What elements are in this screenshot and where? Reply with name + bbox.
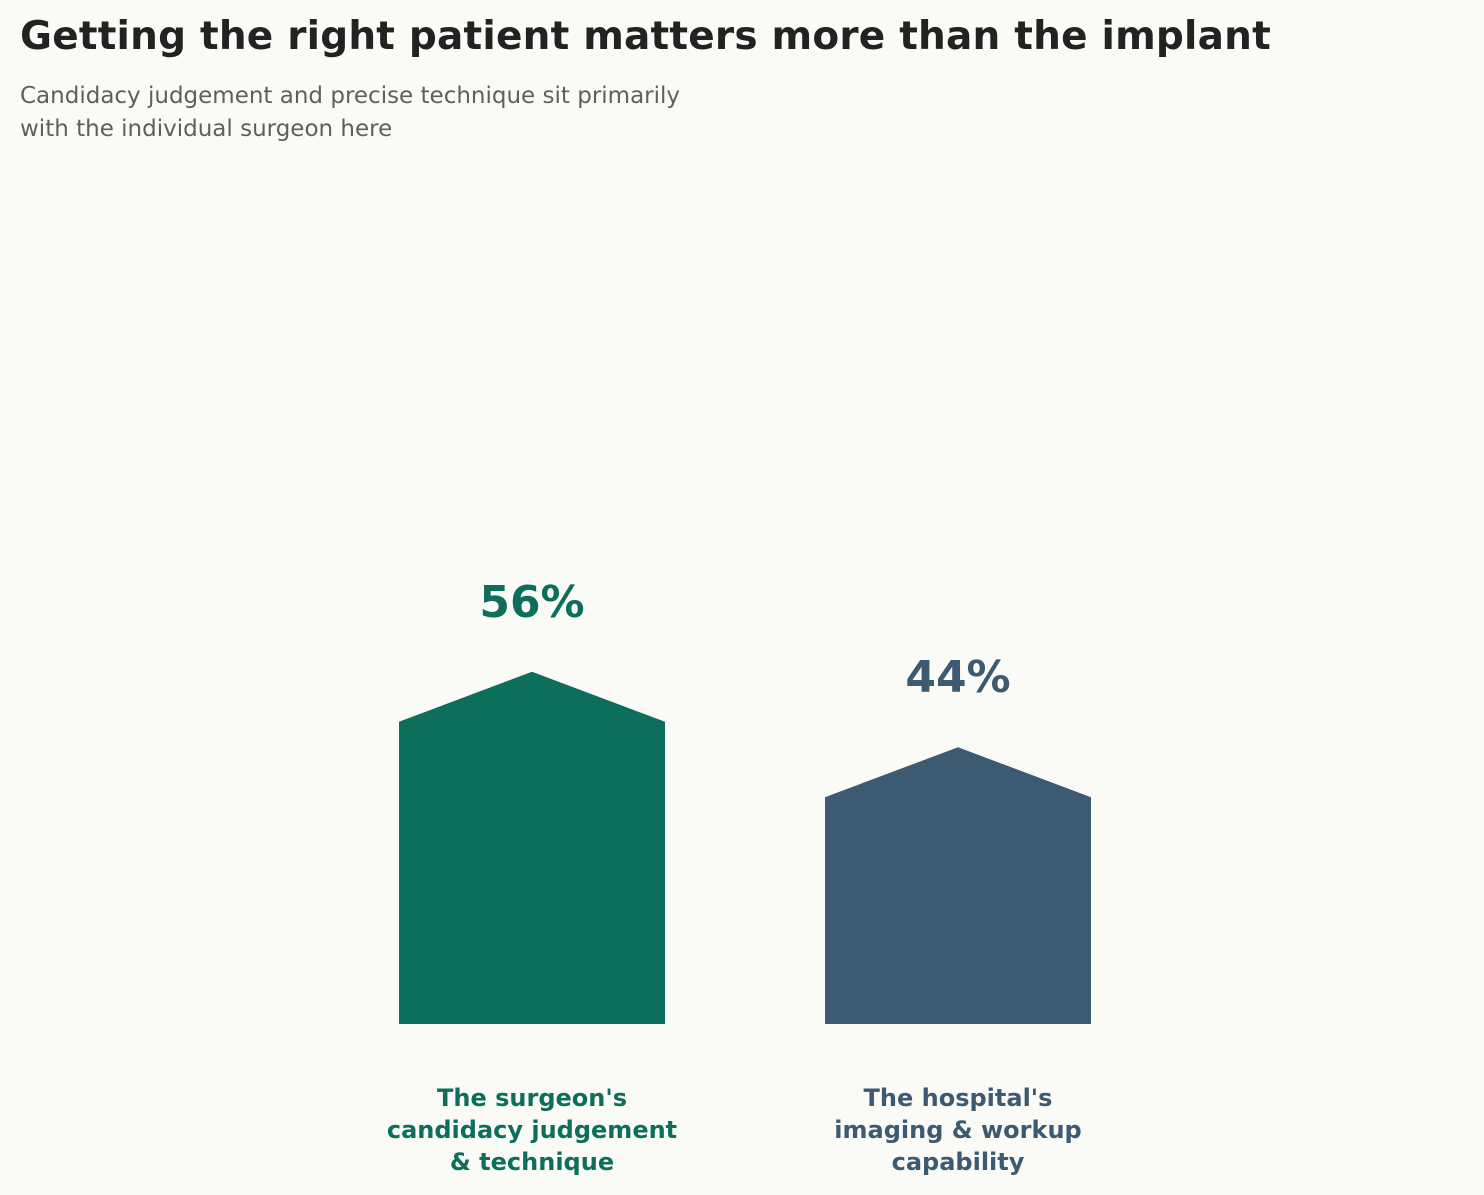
value-label-1: 56% bbox=[479, 577, 584, 628]
category-label-2-line-3: capability bbox=[892, 1148, 1025, 1176]
category-label-2-line-2: imaging & workup bbox=[834, 1116, 1081, 1144]
category-label-1-line-1: The surgeon's bbox=[437, 1084, 627, 1112]
bar-1 bbox=[399, 671, 665, 1024]
bar-2 bbox=[825, 747, 1091, 1024]
subtitle-line-2: with the individual surgeon here bbox=[20, 116, 393, 142]
category-label-1-line-3: & technique bbox=[450, 1148, 614, 1176]
page-subtitle: Candidacy judgement and precise techniqu… bbox=[20, 80, 800, 146]
page-title: Getting the right patient matters more t… bbox=[20, 14, 1271, 59]
subtitle-line-1: Candidacy judgement and precise techniqu… bbox=[20, 83, 681, 109]
category-label-1-line-2: candidacy judgement bbox=[387, 1116, 677, 1144]
value-label-2: 44% bbox=[905, 652, 1010, 703]
category-label-2-line-1: The hospital's bbox=[864, 1084, 1053, 1112]
